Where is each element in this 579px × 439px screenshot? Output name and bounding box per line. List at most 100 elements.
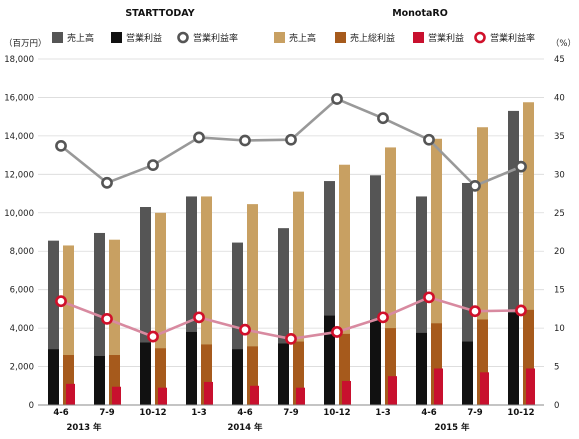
bar-monotaro-operating-profit [296, 387, 305, 405]
bar-monotaro-operating-profit [342, 380, 351, 405]
y-tick-label-left: 6,000 [10, 286, 34, 296]
y-tick-label-left: 4,000 [10, 324, 34, 334]
left-axis-unit: （百万円） [4, 38, 47, 49]
bar-starttoday-operating-profit [140, 342, 151, 405]
legend-starttoday-margin-swatch [177, 31, 189, 44]
starttoday-margin-point [239, 134, 251, 147]
bar-monotaro-sales [155, 212, 166, 405]
bar-starttoday-operating-profit [324, 315, 335, 405]
y-tick-label-left: 2,000 [10, 363, 34, 373]
starttoday-margin-point [193, 131, 205, 144]
bar-starttoday-operating-profit [462, 341, 473, 405]
bar-monotaro-operating-profit [112, 386, 121, 405]
x-tick-label: 7-9 [467, 408, 482, 418]
bar-monotaro-gross-profit [109, 355, 120, 405]
legend-starttoday-operating-profit-swatch [111, 32, 122, 43]
bar-monotaro-gross-profit [523, 309, 534, 405]
y-tick-label-left: 16,000 [4, 93, 34, 103]
bar-monotaro-gross-profit [339, 333, 350, 405]
legend-monotaro-operating-profit-swatch [413, 32, 424, 43]
starttoday-margin-point [423, 133, 435, 146]
x-tick-label: 10-12 [507, 408, 534, 418]
legend-monotaro-gross-profit-swatch [335, 32, 346, 43]
monotaro-margin-point [147, 330, 159, 343]
bar-monotaro-gross-profit [247, 346, 258, 405]
bar-starttoday-sales [232, 242, 243, 405]
year-label: 2014 年 [227, 422, 263, 433]
bar-monotaro-operating-profit [526, 368, 535, 405]
x-tick-label: 4-6 [421, 408, 436, 418]
legend-starttoday-margin-label: 営業利益率 [193, 32, 238, 44]
y-tick-label-right: 20 [554, 247, 565, 257]
bar-monotaro-gross-profit [477, 319, 488, 405]
legend-starttoday-operating-profit-label: 営業利益 [126, 32, 162, 44]
legend-monotaro-margin-swatch [474, 31, 486, 44]
bar-monotaro-operating-profit [480, 372, 489, 405]
bar-starttoday-operating-profit [48, 349, 59, 405]
bar-starttoday-sales [370, 175, 381, 405]
y-tick-label-left: 0 [29, 401, 34, 411]
bar-monotaro-sales [431, 138, 442, 405]
x-tick-label: 10-12 [323, 408, 350, 418]
bar-monotaro-operating-profit [250, 385, 259, 405]
legend-monotaro-sales-swatch [274, 32, 285, 43]
bar-starttoday-sales [462, 182, 473, 405]
right-axis-unit: （%） [551, 38, 576, 49]
bar-starttoday-operating-profit [508, 312, 519, 405]
bar-starttoday-sales [140, 207, 151, 405]
bar-monotaro-operating-profit [388, 376, 397, 405]
year-label: 2013 年 [66, 422, 102, 433]
year-label: 2015 年 [434, 422, 470, 433]
bar-monotaro-gross-profit [385, 328, 396, 405]
x-tick-label: 7-9 [283, 408, 298, 418]
bar-starttoday-operating-profit [232, 349, 243, 405]
monotaro-margin-point [377, 311, 389, 324]
bar-monotaro-gross-profit [63, 355, 74, 405]
starttoday-margin-point [147, 159, 159, 172]
monotaro-margin-point [193, 311, 205, 324]
bar-starttoday-operating-profit [186, 331, 197, 405]
bar-starttoday-operating-profit [370, 319, 381, 405]
y-tick-label-left: 14,000 [4, 132, 34, 142]
starttoday-margin-point [331, 93, 343, 105]
starttoday-margin-point [285, 133, 297, 146]
monotaro-margin-point [515, 304, 527, 317]
bar-monotaro-operating-profit [434, 368, 443, 405]
y-tick-label-right: 25 [554, 209, 565, 219]
bar-monotaro-gross-profit [201, 344, 212, 405]
x-tick-label: 4-6 [53, 408, 68, 418]
y-tick-label-right: 45 [554, 55, 565, 65]
y-tick-label-left: 8,000 [10, 247, 34, 257]
bar-monotaro-sales [293, 191, 304, 405]
x-tick-label: 4-6 [237, 408, 252, 418]
bar-monotaro-gross-profit [293, 341, 304, 405]
x-tick-label: 1-3 [375, 408, 390, 418]
y-tick-label-right: 10 [554, 324, 565, 334]
starttoday-margin-point [55, 139, 67, 152]
y-tick-label-left: 18,000 [4, 55, 34, 65]
legend-monotaro-margin-label: 営業利益率 [490, 32, 535, 44]
bar-starttoday-sales [278, 228, 289, 405]
monotaro-margin-point [239, 323, 251, 336]
x-tick-label: 10-12 [139, 408, 166, 418]
y-tick-label-right: 35 [554, 132, 565, 142]
legend-monotaro-gross-profit-label: 売上総利益 [350, 32, 395, 44]
bar-monotaro-sales [339, 164, 350, 405]
y-tick-label-right: 40 [554, 93, 565, 103]
monotaro-margin-point [331, 326, 343, 338]
bar-monotaro-sales [523, 102, 534, 405]
starttoday-margin-point [377, 112, 389, 125]
bar-monotaro-operating-profit [204, 381, 213, 405]
bar-starttoday-sales [508, 110, 519, 406]
legend-title-monotaro: MonotaRO [392, 8, 448, 19]
axes: 0 2,000 4,000 6,000 8,000 10,000 12,000 14,000 1… [4, 38, 576, 433]
y-tick-label-right: 5 [554, 363, 559, 373]
bar-monotaro-sales [247, 204, 258, 405]
bar-starttoday-sales [186, 196, 197, 405]
bar-monotaro-gross-profit [431, 323, 442, 405]
bar-monotaro-operating-profit [66, 383, 75, 405]
bar-starttoday-operating-profit [94, 355, 105, 405]
bar-monotaro-sales [385, 147, 396, 405]
monotaro-margin-point [101, 312, 113, 325]
y-tick-label-left: 10,000 [4, 209, 34, 219]
